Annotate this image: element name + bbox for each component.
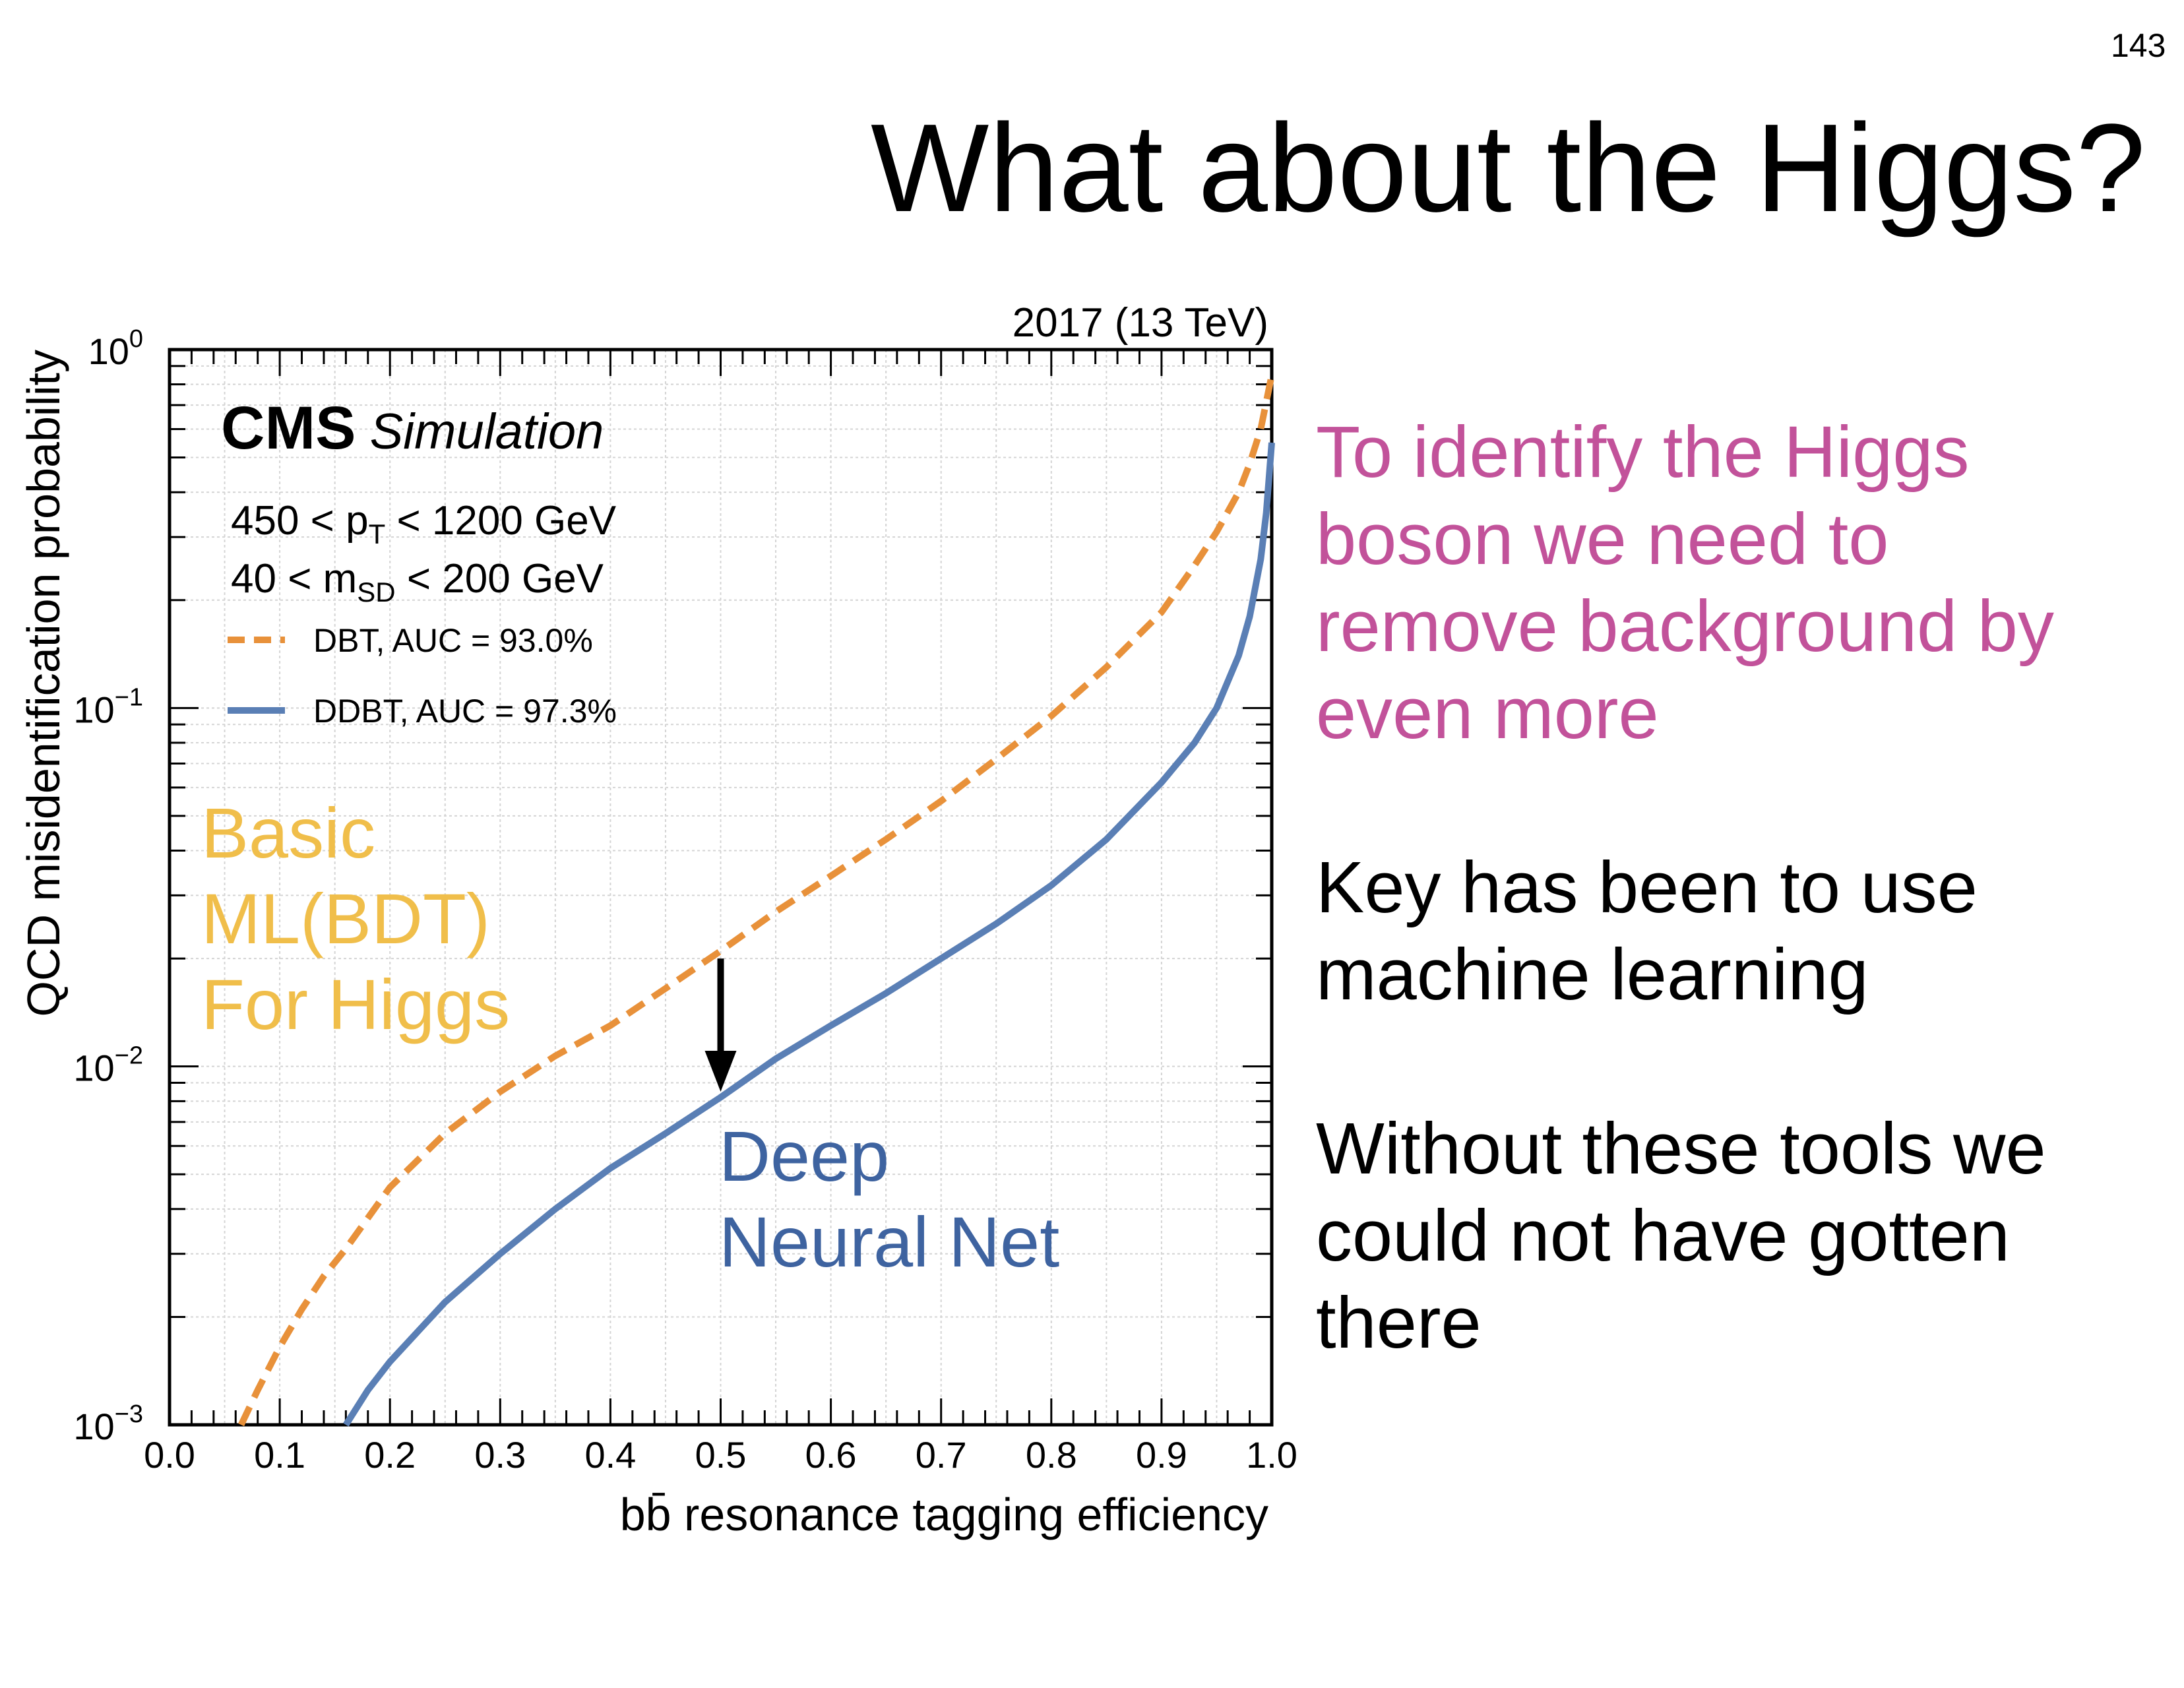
y-tick-label: 10−3	[73, 1400, 143, 1447]
cut-label: 450 < pT < 1200 GeV	[231, 498, 617, 549]
x-tick-label: 0.7	[916, 1434, 967, 1476]
x-tick-label: 0.1	[254, 1434, 305, 1476]
slide-title: What about the Higgs?	[871, 98, 2146, 238]
x-axis-label: bb̄ resonance tagging efficiency	[620, 1489, 1268, 1540]
arrow-head	[704, 1051, 737, 1092]
bullet-3-line-3: there	[1316, 1282, 1482, 1363]
annotation-1-line: For Higgs	[201, 964, 510, 1044]
x-tick-label: 0.2	[364, 1434, 416, 1476]
bullet-2-line-1: Key has been to use	[1316, 847, 1978, 928]
bullet-3: Without these tools we could not have go…	[1316, 1106, 2173, 1367]
bullet-1-line-1: To identify the Higgs	[1316, 412, 1970, 493]
y-tick-label: 10−2	[73, 1042, 143, 1089]
bullet-1-line-3: remove background by	[1316, 586, 2054, 667]
y-tick-label: 10−1	[73, 683, 143, 730]
grid	[170, 350, 1272, 1425]
x-tick-label: 0.5	[695, 1434, 747, 1476]
ticks	[168, 348, 1273, 1426]
x-tick-label: 0.4	[584, 1434, 636, 1476]
bullet-2: Key has been to use machine learning	[1316, 844, 2173, 1018]
annotation-2-line: Deep	[719, 1116, 889, 1196]
series-line-1	[238, 374, 1275, 1427]
legend-label: DBT, AUC = 93.0%	[313, 622, 593, 659]
cut-label: 40 < mSD < 200 GeV	[231, 556, 604, 608]
page-number: 143	[2111, 27, 2166, 64]
energy-label: 2017 (13 TeV)	[1013, 300, 1268, 346]
legend-label: DDBT, AUC = 97.3%	[313, 693, 617, 730]
bullet-list: To identify the Higgs boson we need to r…	[1316, 409, 2173, 1367]
annotation-1-line: Basic	[201, 793, 375, 873]
bullet-3-line-1: Without these tools we	[1316, 1108, 2046, 1189]
cms-label: CMS Simulation	[221, 394, 604, 462]
y-axis-label: QCD misidentification probability	[18, 350, 69, 1017]
annotation-1-line: ML(BDT)	[201, 879, 490, 958]
x-tick-label: 0.8	[1026, 1434, 1077, 1476]
bullet-1-line-2: boson we need to	[1316, 499, 1889, 580]
x-tick-label: 0.6	[805, 1434, 857, 1476]
x-tick-label: 1.0	[1246, 1434, 1297, 1476]
x-tick-label: 0.3	[474, 1434, 526, 1476]
annotation-2-line: Neural Net	[719, 1202, 1059, 1282]
bullet-2-line-2: machine learning	[1316, 934, 1869, 1015]
bullet-1-line-4: even more	[1316, 673, 1659, 754]
series-line-2	[343, 442, 1275, 1427]
bullet-1: To identify the Higgs boson we need to r…	[1316, 409, 2173, 757]
x-tick-label: 0.9	[1136, 1434, 1187, 1476]
bullet-3-line-2: could not have gotten	[1316, 1195, 2010, 1276]
x-tick-label: 0.0	[144, 1434, 195, 1476]
roc-chart: 0.0 0.1 0.2 0.3 0.4 0.5 0.6 0.7 0.8 0.9 1.0 100 10−1…	[18, 300, 1297, 1540]
y-tick-label: 100	[88, 325, 143, 372]
